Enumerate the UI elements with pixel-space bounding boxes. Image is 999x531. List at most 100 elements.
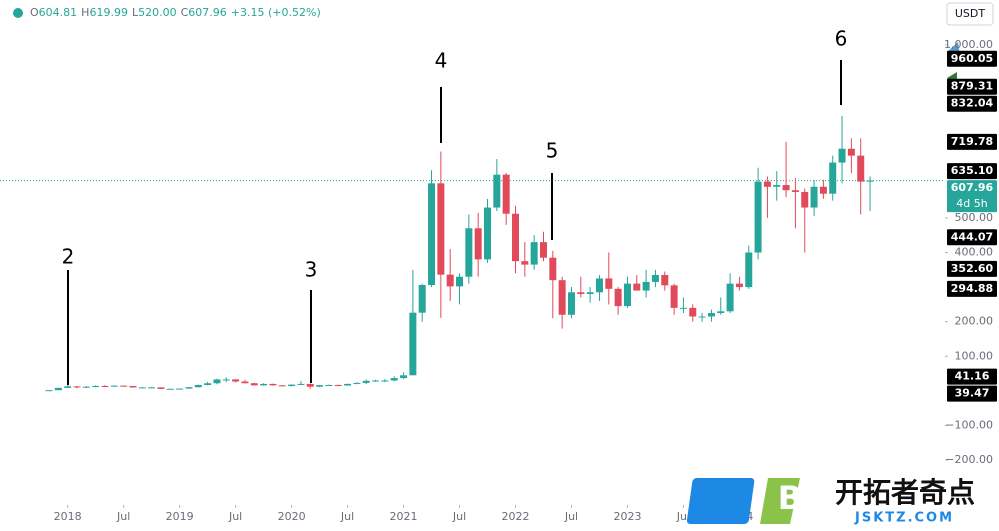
price-label-box <box>947 50 997 67</box>
price-label-box <box>947 78 997 95</box>
candle-body <box>185 387 193 389</box>
candle-body <box>222 379 230 381</box>
price-label-box <box>947 229 997 246</box>
candle-body <box>194 384 202 388</box>
logo-accent <box>760 478 800 524</box>
price-label-box <box>947 260 997 277</box>
ohlc-key: H <box>81 6 89 19</box>
candle-body <box>362 380 370 383</box>
candle-body <box>409 312 417 376</box>
candle-body <box>642 281 650 291</box>
annotation: 4 <box>435 49 448 73</box>
candle-body <box>512 213 519 262</box>
candle-body <box>735 283 743 288</box>
ohlc-key: C <box>181 6 189 19</box>
candle-body <box>148 387 156 389</box>
candle-body <box>773 185 781 187</box>
x-tick-label: 2022 <box>502 510 530 523</box>
candle-body <box>45 390 53 392</box>
candle-body <box>418 285 426 313</box>
y-tick-label: 1,000.00 <box>944 38 993 51</box>
price-label: 960.05 <box>951 52 993 65</box>
price-label-box <box>947 280 997 297</box>
x-tick-label: 2018 <box>54 510 82 523</box>
candle-body <box>530 242 538 265</box>
x-tick-label: Jul <box>228 510 242 523</box>
change: +3.15 (+0.52%) <box>231 6 321 19</box>
candle-body <box>838 148 846 163</box>
annotation: 5 <box>546 139 559 163</box>
candle-body <box>661 274 669 286</box>
candle-body <box>651 274 659 282</box>
annotation: 6 <box>835 27 848 51</box>
candle-body <box>577 292 585 295</box>
candle-body <box>763 181 771 187</box>
currency-button[interactable] <box>946 2 994 26</box>
candle-body <box>241 381 249 384</box>
x-tick-label: 2019 <box>166 510 194 523</box>
price-label: 879.31 <box>951 80 993 93</box>
y-tick-label: 100.00 <box>955 349 994 362</box>
candle-body <box>595 278 603 293</box>
candle-body <box>232 379 240 382</box>
candle-body <box>726 283 734 312</box>
candle-body <box>810 186 818 208</box>
currency[interactable]: USDT <box>955 7 986 20</box>
candle-body <box>213 379 221 384</box>
logo-letter: B <box>778 479 802 517</box>
ohlc-value: 520.00 <box>138 6 177 19</box>
candle-body <box>465 228 473 277</box>
candle-body <box>381 380 389 382</box>
candle-body <box>707 313 715 317</box>
candle-body <box>157 387 165 389</box>
candle-body <box>138 387 146 389</box>
price-label: 352.60 <box>951 262 994 275</box>
candle-body <box>698 316 706 318</box>
countdown: 4d 5h <box>956 197 987 210</box>
candle-body <box>549 257 557 281</box>
candle-body <box>316 385 324 387</box>
logo-box <box>686 478 755 524</box>
candle-body <box>166 388 174 390</box>
candle-body <box>847 148 855 156</box>
price-label-box <box>947 163 997 180</box>
x-tick-label: Jul <box>676 510 690 523</box>
candle-body <box>493 174 501 208</box>
price-label-box <box>947 368 997 385</box>
candle-body <box>670 285 678 308</box>
candle-body <box>344 383 352 386</box>
candle-body <box>857 155 865 182</box>
candle-body <box>446 274 454 287</box>
y-tick-label: 200.00 <box>955 315 994 328</box>
candle-body <box>353 382 361 384</box>
price-label: 607.96 <box>951 181 994 194</box>
ohlc-value: 607.96 <box>188 6 227 19</box>
ohlc-header: O 604.81 H 619.99 L 520.00 C 607.96 +3.15 (+0.52… <box>30 6 321 19</box>
y-tick-label: −200.00 <box>945 453 993 466</box>
candle-body <box>801 191 809 208</box>
candle-body <box>101 386 109 388</box>
price-label: 635.10 <box>951 164 994 177</box>
candle-body <box>754 181 762 253</box>
watermark-name: 开拓者奇点 <box>835 476 975 509</box>
annotation: 3 <box>305 258 318 282</box>
price-label: 41.16 <box>955 370 990 383</box>
candle-body <box>110 385 118 387</box>
candle-body <box>829 162 837 194</box>
candle-body <box>428 183 436 286</box>
candle-body <box>437 183 445 275</box>
candle-body <box>502 174 510 214</box>
price-label: 832.04 <box>951 97 994 110</box>
candle-body <box>120 385 128 387</box>
candle-body <box>92 386 100 388</box>
candle-body <box>288 384 296 387</box>
candle-body <box>250 383 258 386</box>
candle-body <box>717 311 725 314</box>
ohlc-key: L <box>132 6 139 19</box>
candle-body <box>297 383 305 385</box>
ohlc-value: 619.99 <box>89 6 128 19</box>
x-tick-label: Jul <box>564 510 578 523</box>
candle-body <box>64 386 72 388</box>
x-tick-label: 2021 <box>390 510 418 523</box>
